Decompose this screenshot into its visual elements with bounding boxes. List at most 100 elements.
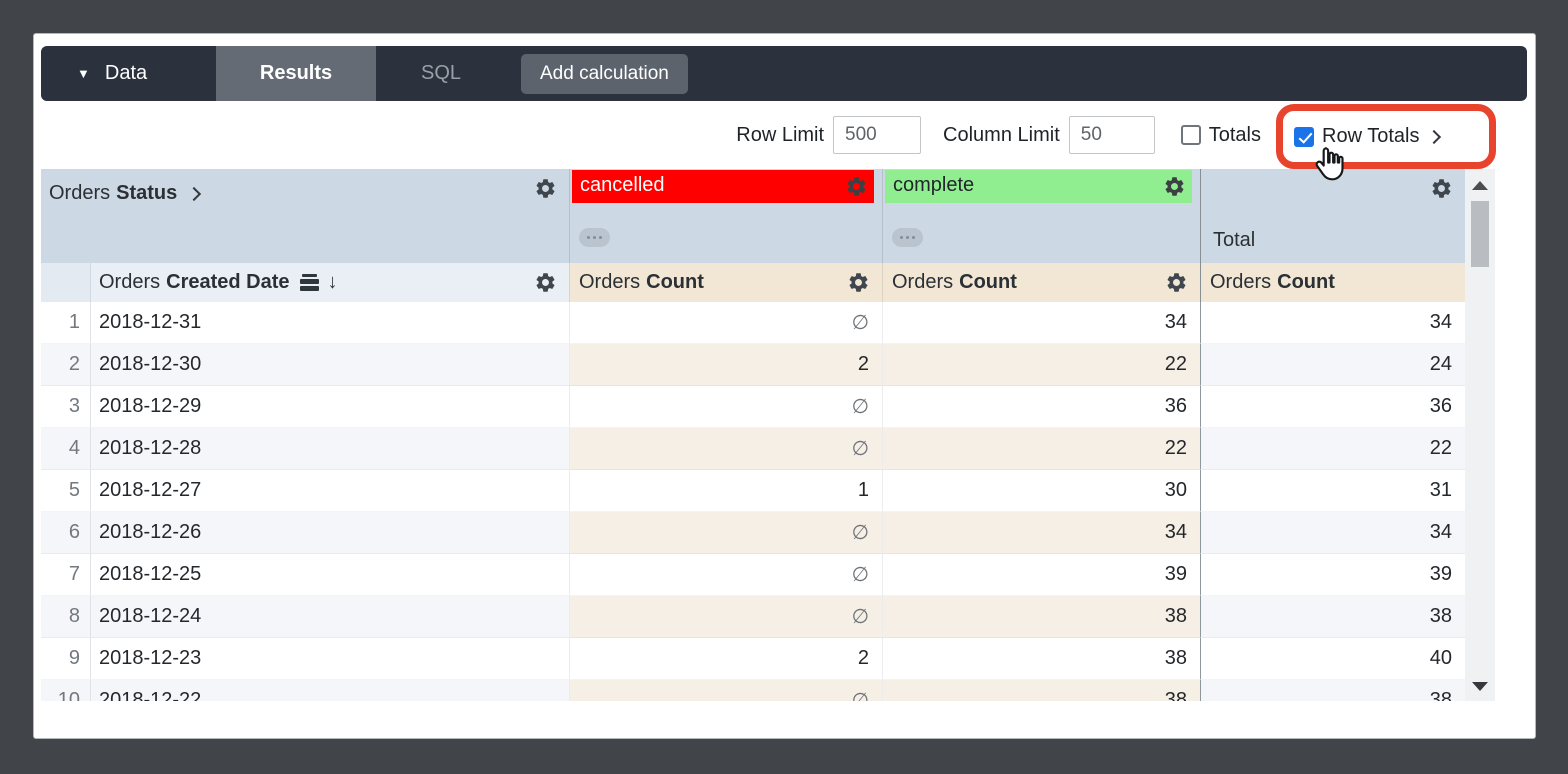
gear-icon[interactable]	[1430, 177, 1453, 200]
pivot-header-row: Orders Status cancelled complete	[41, 169, 1465, 263]
row-number-cell: 2	[41, 344, 91, 386]
table-row: 5 2018-12-27 1 30 31	[41, 470, 1465, 512]
date-cell[interactable]: 2018-12-23	[91, 638, 569, 680]
measure-name: Count	[1277, 271, 1335, 293]
row-number-cell: 6	[41, 512, 91, 554]
dimension-name: Created Date	[166, 271, 290, 293]
complete-count-cell[interactable]: 36	[882, 386, 1200, 428]
ellipsis-icon[interactable]	[892, 228, 923, 247]
row-number-cell: 3	[41, 386, 91, 428]
cancelled-count-cell[interactable]: ∅	[569, 512, 882, 554]
date-cell[interactable]: 2018-12-22	[91, 680, 569, 701]
measure-header-complete[interactable]: Orders Count	[882, 263, 1200, 302]
measure-header-total[interactable]: Orders Count	[1200, 263, 1465, 302]
complete-count-cell[interactable]: 38	[882, 680, 1200, 701]
pivot-field-header[interactable]: Orders Status	[41, 169, 569, 263]
table-row: 8 2018-12-24 ∅ 38 38	[41, 596, 1465, 638]
row-number-cell: 10	[41, 680, 91, 701]
gear-icon[interactable]	[1165, 271, 1188, 294]
cancelled-count-cell[interactable]: ∅	[569, 428, 882, 470]
total-count-cell[interactable]: 39	[1200, 554, 1465, 596]
pivot-value-chip[interactable]: complete	[885, 170, 1192, 203]
gear-icon[interactable]	[534, 177, 557, 200]
measure-header-cancelled[interactable]: Orders Count	[569, 263, 882, 302]
data-section-toggle[interactable]: ▼ Data	[41, 46, 216, 101]
measure-name: Count	[959, 271, 1017, 293]
results-table: Orders Status cancelled complete	[41, 169, 1465, 701]
ellipsis-icon[interactable]	[579, 228, 610, 247]
complete-count-cell[interactable]: 39	[882, 554, 1200, 596]
total-count-cell[interactable]: 22	[1200, 428, 1465, 470]
cancelled-count-cell[interactable]: ∅	[569, 596, 882, 638]
row-limit-input[interactable]	[833, 116, 922, 154]
scrollbar-thumb[interactable]	[1471, 201, 1489, 267]
date-cell[interactable]: 2018-12-30	[91, 344, 569, 386]
scroll-up-icon[interactable]	[1472, 181, 1488, 190]
gear-icon[interactable]	[847, 271, 870, 294]
pivot-value-label: complete	[893, 174, 975, 196]
cancelled-count-cell[interactable]: ∅	[569, 302, 882, 344]
table-row: 2 2018-12-30 2 22 24	[41, 344, 1465, 386]
pivot-value-chip[interactable]: cancelled	[572, 170, 874, 203]
date-cell[interactable]: 2018-12-27	[91, 470, 569, 512]
date-cell[interactable]: 2018-12-24	[91, 596, 569, 638]
date-cell[interactable]: 2018-12-26	[91, 512, 569, 554]
complete-count-cell[interactable]: 22	[882, 428, 1200, 470]
cancelled-count-cell[interactable]: ∅	[569, 554, 882, 596]
row-number-cell: 7	[41, 554, 91, 596]
chevron-right-icon	[187, 186, 202, 202]
row-number-cell: 1	[41, 302, 91, 344]
total-count-cell[interactable]: 38	[1200, 680, 1465, 701]
gear-icon[interactable]	[1163, 175, 1186, 198]
total-count-cell[interactable]: 36	[1200, 386, 1465, 428]
table-row: 10 2018-12-22 ∅ 38 38	[41, 680, 1465, 701]
measure-prefix: Orders	[1210, 271, 1272, 293]
gear-icon[interactable]	[534, 271, 557, 294]
tab-sql[interactable]: SQL	[420, 62, 462, 84]
add-calculation-button[interactable]: Add calculation	[521, 53, 688, 94]
cancelled-count-cell[interactable]: 1	[569, 470, 882, 512]
total-count-cell[interactable]: 34	[1200, 302, 1465, 344]
complete-count-cell[interactable]: 22	[882, 344, 1200, 386]
measure-name: Count	[646, 271, 704, 293]
cancelled-count-cell[interactable]: 2	[569, 344, 882, 386]
total-column-label: Total	[1213, 229, 1256, 251]
complete-count-cell[interactable]: 34	[882, 302, 1200, 344]
total-count-cell[interactable]: 38	[1200, 596, 1465, 638]
date-cell[interactable]: 2018-12-29	[91, 386, 569, 428]
sort-descending-icon[interactable]: ↓	[327, 271, 338, 293]
total-count-cell[interactable]: 24	[1200, 344, 1465, 386]
row-number-cell: 8	[41, 596, 91, 638]
row-totals-group: Row Totals	[1276, 104, 1496, 181]
data-section-label: Data	[104, 62, 148, 84]
row-limit-label: Row Limit	[736, 123, 825, 146]
vertical-scrollbar[interactable]	[1465, 169, 1495, 701]
caret-down-icon: ▼	[77, 66, 90, 81]
total-count-cell[interactable]: 34	[1200, 512, 1465, 554]
date-cell[interactable]: 2018-12-25	[91, 554, 569, 596]
hand-pointer-icon	[1315, 147, 1344, 181]
tab-results[interactable]: Results	[216, 46, 376, 101]
cancelled-count-cell[interactable]: ∅	[569, 680, 882, 701]
gear-icon[interactable]	[845, 175, 868, 198]
column-limit-input[interactable]	[1068, 116, 1155, 154]
row-totals-checkbox[interactable]	[1294, 126, 1314, 147]
total-count-cell[interactable]: 31	[1200, 470, 1465, 512]
cancelled-count-cell[interactable]: ∅	[569, 386, 882, 428]
complete-count-cell[interactable]: 34	[882, 512, 1200, 554]
complete-count-cell[interactable]: 38	[882, 638, 1200, 680]
date-cell[interactable]: 2018-12-28	[91, 428, 569, 470]
dimension-header[interactable]: Orders Created Date ↓	[91, 263, 569, 302]
cancelled-count-cell[interactable]: 2	[569, 638, 882, 680]
complete-count-cell[interactable]: 30	[882, 470, 1200, 512]
column-limit-label: Column Limit	[943, 123, 1060, 146]
table-row: 4 2018-12-28 ∅ 22 22	[41, 428, 1465, 470]
complete-count-cell[interactable]: 38	[882, 596, 1200, 638]
totals-checkbox[interactable]	[1180, 125, 1201, 145]
date-cell[interactable]: 2018-12-31	[91, 302, 569, 344]
subtotal-icon[interactable]	[299, 274, 319, 291]
chevron-right-icon[interactable]	[1427, 129, 1442, 144]
scroll-down-icon[interactable]	[1472, 682, 1488, 691]
totals-label: Totals	[1208, 123, 1261, 146]
total-count-cell[interactable]: 40	[1200, 638, 1465, 680]
